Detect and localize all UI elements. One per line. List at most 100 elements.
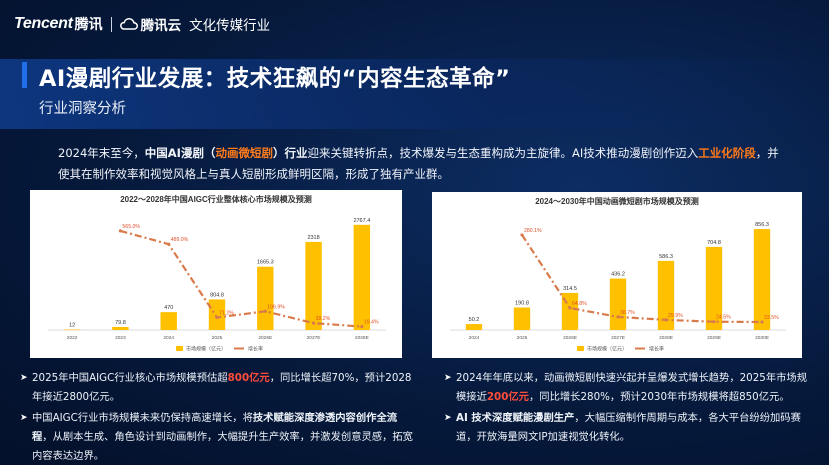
left-bullet-list: ➤ 2025年中国AIGC行业核心市场规模预估超800亿元，同比增长超70%，预… xyxy=(20,369,415,465)
growth-rate-label: 280.1% xyxy=(524,228,542,234)
aigc-market-chart-svg: 2022～2028年中国AIGC行业整体核心市场规模及预测 12 2022 79.8 2… xyxy=(48,194,386,353)
growth-rate-point xyxy=(263,309,267,313)
bar-value-label: 436.2 xyxy=(611,272,625,278)
bullet-text-part: 中国AIGC行业市场规模未来仍保持高速增长，将 xyxy=(32,412,253,424)
x-tick-label: 2027E xyxy=(611,335,625,341)
list-item: ➤ 中国AIGC行业市场规模未来仍保持高速增长，将技术赋能深度渗透内容创作全流程… xyxy=(20,409,415,465)
growth-rate-label: 64.8% xyxy=(572,301,587,307)
growth-rate-point xyxy=(664,318,668,322)
growth-rate-label: 29.9% xyxy=(668,313,683,319)
x-tick-label: 2022 xyxy=(67,335,78,341)
intro-paren-close: ） xyxy=(272,146,285,160)
intro-keyword: 中国AI漫剧 xyxy=(144,146,204,160)
arrow-bullet-icon: ➤ xyxy=(20,413,28,423)
bullet-text: 2025年中国AIGC行业核心市场规模预估超800亿元，同比增长超70%，预计2… xyxy=(32,369,415,407)
animation-short-drama-chart: 2024～2030年中国动画微短剧市场规模及预测 50.2 2024 190.8 202… xyxy=(432,192,802,358)
bullet-text-part: ，大幅压缩制作周期与成本，各大平台纷纷加码赛道，开放海量网文IP加速视觉化转化。 xyxy=(456,412,801,443)
bullet-highlight: 200亿元 xyxy=(486,391,529,403)
bullet-text-part: ，同比增长280%，预计2030年市场规模将超850亿元。 xyxy=(528,391,790,403)
growth-rate-label: 106.9% xyxy=(267,304,285,310)
growth-rate-point xyxy=(616,315,620,319)
list-item: ➤ AI 技术深度赋能漫剧生产，大幅压缩制作周期与成本，各大平台纷纷加码赛道，开… xyxy=(444,409,814,447)
x-tick-label: 2025 xyxy=(517,335,528,341)
bar-value-label: 470 xyxy=(164,305,173,311)
bullet-text: AI 技术深度赋能漫剧生产，大幅压缩制作周期与成本，各大平台纷纷加码赛道，开放海… xyxy=(456,409,814,447)
page-subtitle: 行业洞察分析 xyxy=(39,101,126,117)
legend-bar-label: 市场规模（亿元） xyxy=(186,346,226,353)
x-tick-label: 2026E xyxy=(258,335,272,341)
logo-divider xyxy=(110,16,112,32)
growth-rate-point xyxy=(760,320,764,324)
growth-rate-point xyxy=(520,233,524,237)
bar-value-label: 314.5 xyxy=(563,286,577,292)
x-tick-label: 2029E xyxy=(707,335,721,341)
bar xyxy=(112,326,129,330)
intro-paragraph: 2024年末至今，中国AI漫剧（动画微短剧）行业迎来关键转折点，技术爆发与生态重… xyxy=(58,143,788,185)
bullet-bold: AI 技术深度赋能漫剧生产 xyxy=(456,412,575,424)
legend-bar-swatch xyxy=(176,346,183,351)
bar xyxy=(609,278,627,330)
bar xyxy=(257,266,274,330)
arrow-bullet-icon: ➤ xyxy=(20,373,28,383)
bar xyxy=(753,229,771,330)
growth-rate-point xyxy=(712,320,716,324)
page-title: AI漫剧行业发展：技术狂飙的“内容生态革命” xyxy=(39,66,511,92)
bar xyxy=(513,307,531,330)
bar xyxy=(305,241,322,330)
growth-rate-line xyxy=(521,234,763,324)
intro-highlight-animation: 动画微短剧 xyxy=(215,146,273,160)
growth-rate-label: 71.2% xyxy=(219,311,234,317)
intro-paren-open: （ xyxy=(203,146,216,160)
growth-rate-point xyxy=(167,242,171,246)
bullet-text-part: ，从剧本生成、角色设计到动画制作，大幅提升生产效率，并激发创意灵感，拓宽内容表达… xyxy=(32,431,413,462)
bar-value-label: 50.2 xyxy=(469,317,480,323)
x-tick-label: 2026E xyxy=(563,335,577,341)
animation-short-drama-chart-svg: 2024～2030年中国动画微短剧市场规模及预测 50.2 2024 190.8 202… xyxy=(450,196,786,353)
bar xyxy=(465,324,483,330)
bar-value-label: 190.8 xyxy=(515,301,529,307)
bullet-text: 2024年年底以来，动画微短剧快速兴起并呈爆发式增长趋势，2025年市场规模接近… xyxy=(456,369,814,407)
x-tick-label: 2030E xyxy=(755,335,769,341)
x-tick-label: 2024 xyxy=(469,335,480,341)
intro-keyword-industry: 行业 xyxy=(284,146,308,160)
intro-text: 2024年末至今， xyxy=(58,146,145,160)
growth-rate-label: 23.5% xyxy=(764,315,779,321)
right-bullet-list: ➤ 2024年年底以来，动画微短剧快速兴起并呈爆发式增长趋势，2025年市场规模… xyxy=(444,369,814,449)
bar xyxy=(657,260,675,330)
x-tick-label: 2025 xyxy=(212,335,223,341)
growth-rate-point xyxy=(311,321,316,325)
bar xyxy=(63,329,81,331)
growth-rate-line xyxy=(120,229,362,328)
intro-highlight-industrial: 工业化阶段 xyxy=(698,146,756,160)
bullet-text-part: 2024年年底以来，动画微短剧快速兴起并呈爆发式增长趋势，2025年市场规模接近 xyxy=(456,372,808,403)
arrow-bullet-icon: ➤ xyxy=(444,413,452,423)
bar-value-label: 2767.4 xyxy=(353,218,370,224)
growth-rate-label: 38.7% xyxy=(620,310,635,316)
bullet-text-part: 2025年中国AIGC行业核心市场规模预估超 xyxy=(32,372,228,384)
intro-text: ，并使其在制作效率和视觉风格上与真人短剧形成鲜明区隔，形成了独有产业群。 xyxy=(58,146,779,181)
x-tick-label: 2027E xyxy=(307,335,321,341)
x-tick-label: 2023 xyxy=(115,335,126,341)
growth-rate-point xyxy=(215,315,219,320)
bar-value-label: 586.3 xyxy=(659,254,673,260)
bar xyxy=(160,312,177,330)
list-item: ➤ 2025年中国AIGC行业核心市场规模预估超800亿元，同比增长超70%，预… xyxy=(20,369,415,407)
growth-rate-label: 565.0% xyxy=(122,224,140,230)
bar-value-label: 856.3 xyxy=(755,222,769,228)
tencent-cloud-logo: 腾讯云 xyxy=(140,18,182,34)
intro-text: 迎来关键转折点，技术爆发与生态重构成为主旋律。AI技术推动漫剧创作迈入 xyxy=(307,146,699,160)
x-tick-label: 2028E xyxy=(659,335,673,341)
legend-bar-swatch xyxy=(577,346,584,351)
bar-value-label: 804.8 xyxy=(210,292,224,298)
growth-rate-point xyxy=(568,306,572,310)
list-item: ➤ 2024年年底以来，动画微短剧快速兴起并呈爆发式增长趋势，2025年市场规模… xyxy=(444,369,814,407)
title-banner xyxy=(0,59,829,129)
aigc-market-chart: 2022～2028年中国AIGC行业整体核心市场规模及预测 12 2022 79.8 2… xyxy=(30,190,402,358)
chart-title: 2022～2028年中国AIGC行业整体核心市场规模及预测 xyxy=(120,194,312,204)
bullet-highlight: 800亿元 xyxy=(227,372,270,384)
bullet-text: 中国AIGC行业市场规模未来仍保持高速增长，将技术赋能深度渗透内容创作全流程，从… xyxy=(32,409,415,465)
growth-rate-label: 19.4% xyxy=(364,320,379,326)
industry-label: 文化传媒行业 xyxy=(189,18,271,34)
growth-rate-point xyxy=(360,324,364,329)
x-tick-label: 2028E xyxy=(355,335,369,341)
